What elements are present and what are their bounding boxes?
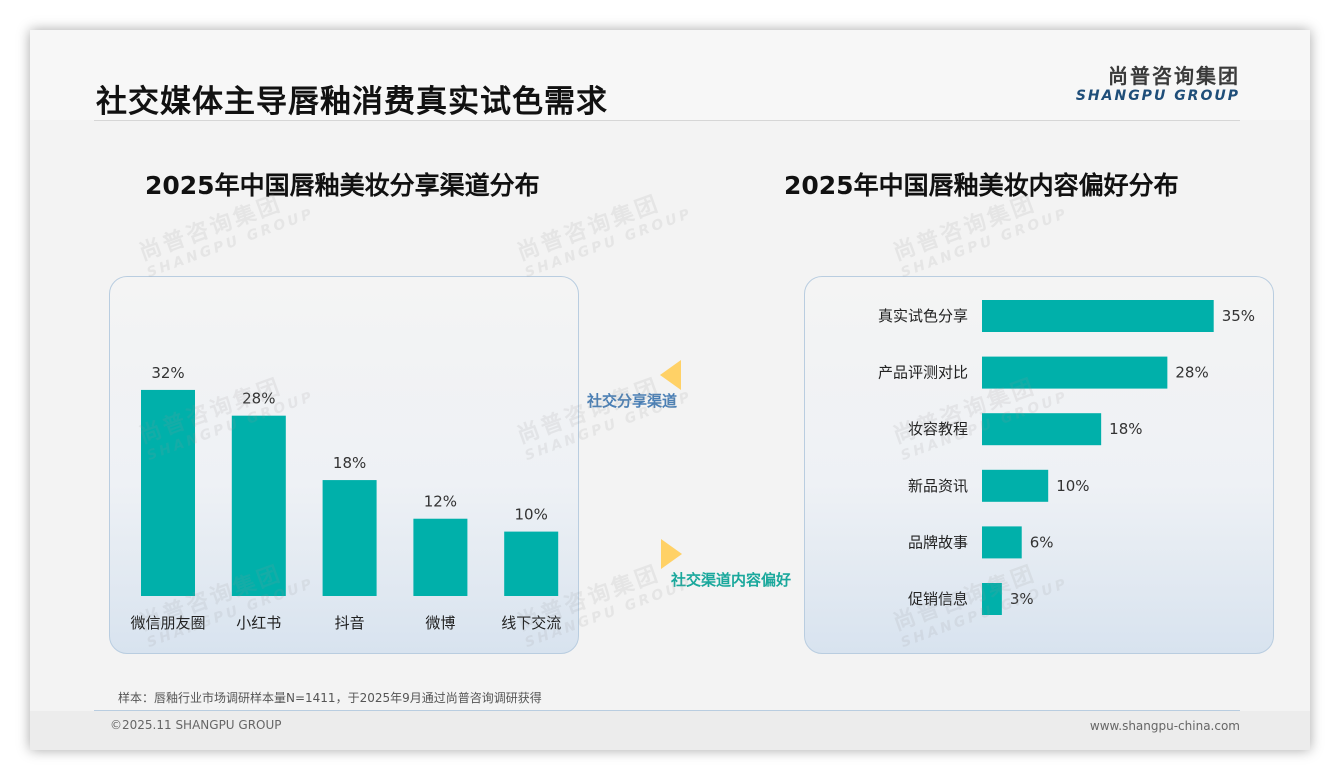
category-label: 真实试色分享 [878,307,968,325]
footer-website: www.shangpu-china.com [1089,719,1240,733]
data-label: 10% [515,506,548,524]
data-label: 28% [242,390,275,408]
company-logo: 尚普咨询集团 SHANGPU GROUP [1076,64,1240,104]
category-label: 微博 [425,614,455,632]
category-label: 线下交流 [501,614,561,632]
data-label: 18% [1109,420,1142,438]
right-chart-panel [804,276,1274,654]
arrow-right-shape [661,539,682,569]
data-label: 6% [1030,533,1054,551]
bar [322,480,377,596]
category-label: 妆容教程 [908,420,968,438]
bar [982,583,1002,615]
arrow-right-icon [661,539,682,569]
connector-left-label: 社交分享渠道 [587,392,678,410]
bar [141,389,195,596]
footer-divider [94,710,1240,711]
arrow-left-shape [660,360,681,390]
category-label: 促销信息 [908,590,968,608]
category-label: 新品资讯 [908,477,968,495]
category-label: 产品评测对比 [878,364,968,382]
category-label: 微信朋友圈 [130,614,205,632]
data-label: 35% [1222,307,1255,325]
right-chart-title: 2025年中国唇釉美妆内容偏好分布 [784,171,1179,200]
header-divider [94,120,1240,121]
data-label: 12% [424,493,457,511]
footer-bar [30,711,1310,750]
logo-en: SHANGPU GROUP [1075,88,1240,104]
data-label: 32% [151,364,184,382]
content-bar-chart: 真实试色分享 35% 产品评测对比 28% 妆容教程 18% 新品资讯 10% 品牌故事 6% 促销… [878,300,1255,615]
bar [982,526,1022,559]
data-label: 10% [1056,477,1089,495]
sample-note: 样本：唇釉行业市场调研样本量N=1411，于2025年9月通过尚普咨询调研获得 [118,691,542,705]
data-label: 28% [1175,364,1208,382]
bar [982,413,1102,446]
bar [982,356,1168,389]
bar [504,531,559,596]
bar [413,518,468,596]
slide: 社交媒体主导唇釉消费真实试色需求 尚普咨询集团 SHANGPU GROUP 20… [30,30,1310,750]
category-label: 品牌故事 [908,533,968,551]
data-label: 18% [333,454,366,472]
left-chart-title: 2025年中国唇釉美妆分享渠道分布 [145,171,540,200]
header [30,30,1310,120]
arrow-left-icon [660,360,681,390]
footer-copyright: ©2025.11 SHANGPU GROUP [110,718,282,732]
connector-right-label: 社交渠道内容偏好 [671,571,792,589]
bar [982,469,1049,502]
bar [982,300,1214,332]
data-label: 3% [1010,590,1034,608]
bar [231,415,286,596]
logo-cn: 尚普咨询集团 [1108,64,1240,88]
category-label: 抖音 [335,614,365,632]
channel-bar-chart: 32% 微信朋友圈 28% 小红书 18% 抖音 12% 微博 10% 线下交流 [130,364,561,632]
category-label: 小红书 [236,614,281,632]
page-title: 社交媒体主导唇釉消费真实试色需求 [96,84,608,120]
